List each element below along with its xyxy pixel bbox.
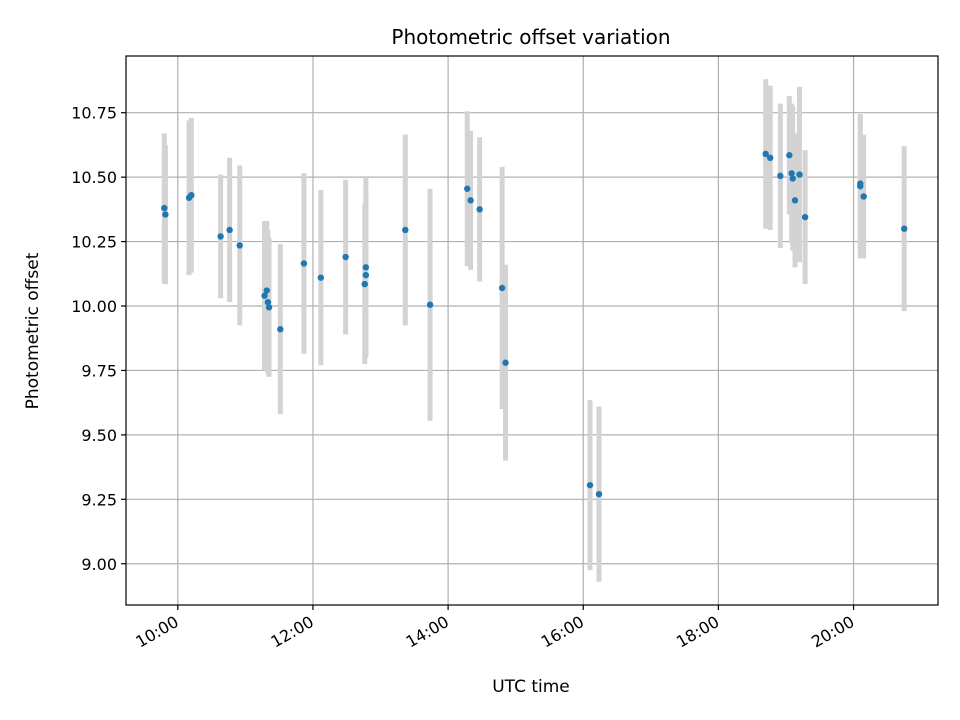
data-point: [362, 264, 370, 271]
y-tick-label: 9.00: [81, 555, 117, 574]
data-point: [265, 304, 273, 311]
y-tick-label: 9.25: [81, 490, 117, 509]
data-point: [236, 242, 243, 249]
data-point: [801, 213, 809, 221]
data-point: [786, 152, 793, 159]
data-point: [263, 287, 270, 294]
data-point: [476, 206, 483, 213]
data-point: [261, 292, 268, 299]
data-point: [791, 197, 799, 204]
plot-frame: [125, 55, 939, 606]
y-tick-label: 10.75: [71, 104, 117, 123]
data-point: [467, 197, 474, 204]
y-tick-label: 10.00: [71, 297, 117, 316]
data-point: [361, 280, 368, 288]
data-point: [277, 326, 284, 333]
data-point: [362, 271, 370, 279]
data-point: [788, 170, 795, 177]
data-point: [162, 211, 169, 218]
data-point: [402, 226, 409, 234]
data-point: [789, 175, 796, 182]
data-point: [161, 204, 168, 212]
data-point: [766, 154, 774, 162]
data-point: [595, 490, 603, 498]
data-point: [188, 191, 195, 199]
data-point: [498, 284, 506, 292]
chart-title: Photometric offset variation: [391, 25, 670, 49]
data-point: [300, 260, 308, 267]
data-point: [762, 150, 769, 158]
data-point: [777, 172, 784, 180]
data-point: [264, 298, 272, 306]
y-tick-label: 10.50: [71, 168, 117, 187]
x-axis-label: UTC time: [492, 677, 570, 697]
data-point: [586, 481, 594, 489]
data-point: [796, 171, 803, 178]
data-point: [226, 226, 233, 234]
y-tick-label: 9.75: [81, 361, 117, 380]
data-point: [217, 233, 224, 240]
data-point: [342, 253, 349, 261]
data-point: [860, 193, 867, 200]
data-point: [426, 301, 434, 308]
data-point: [464, 185, 471, 192]
data-point: [317, 274, 325, 281]
data-points: [161, 150, 908, 498]
data-point: [502, 359, 509, 366]
data-point: [901, 225, 908, 232]
data-point: [857, 180, 864, 187]
y-tick-label: 10.25: [71, 233, 117, 252]
y-axis-label: Photometric offset: [23, 252, 43, 409]
y-tick-label: 9.50: [81, 426, 117, 445]
